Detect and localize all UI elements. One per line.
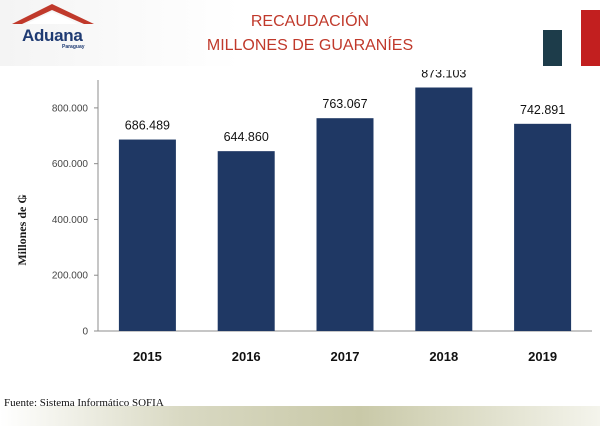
x-tick-label-2015: 2015	[133, 349, 162, 364]
flag-stripes	[543, 10, 600, 66]
x-tick-label-2016: 2016	[232, 349, 261, 364]
y-tick-label: 200.000	[52, 271, 89, 282]
y-tick-label: 400.000	[52, 215, 89, 226]
source-note: Fuente: Sistema Informático SOFIA	[4, 397, 164, 409]
x-tick-label-2018: 2018	[429, 349, 458, 364]
roof-icon	[12, 4, 94, 24]
footer-bar	[0, 406, 600, 426]
flag-stripe-1	[543, 30, 562, 66]
flag-stripe-3	[581, 10, 600, 66]
title-line-2: MILLONES DE GUARANÍES	[206, 37, 414, 54]
y-tick-label: 800.000	[52, 103, 89, 114]
y-axis-label: Millones de ₲	[15, 194, 29, 265]
logo-text: Aduana	[22, 26, 83, 45]
data-label-2015: 686.489	[125, 119, 170, 133]
header-band: Aduana Paraguay RECAUDACIÓN MILLONES DE …	[0, 0, 600, 66]
bar-2015	[118, 139, 176, 331]
aduana-logo	[12, 4, 94, 24]
bar-chart: Millones de ₲ 0 200.000 400.000 600.000 800.…	[15, 70, 592, 364]
x-tick-label-2017: 2017	[331, 349, 360, 364]
bar-2018	[415, 87, 473, 331]
bar-2017	[316, 118, 374, 331]
data-label-2018: 873.103	[421, 70, 466, 81]
bar-2016	[217, 151, 275, 331]
logo-subtext: Paraguay	[62, 44, 85, 50]
page-title: RECAUDACIÓN MILLONES DE GUARANÍES	[150, 10, 470, 58]
data-label-2017: 763.067	[322, 97, 367, 111]
data-label-2016: 644.860	[224, 130, 269, 144]
title-line-1: RECAUDACIÓN	[250, 13, 370, 30]
y-tick-label: 600.000	[52, 159, 89, 170]
bar-2019	[514, 123, 572, 332]
y-tick-label: 0	[82, 327, 88, 338]
x-tick-label-2019: 2019	[528, 349, 557, 364]
data-label-2019: 742.891	[520, 103, 565, 117]
flag-stripe-2	[562, 16, 581, 66]
